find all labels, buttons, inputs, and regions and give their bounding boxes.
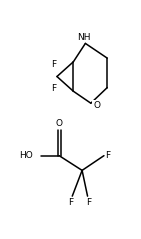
- Text: NH: NH: [78, 33, 91, 42]
- Text: F: F: [51, 84, 56, 93]
- Text: O: O: [56, 119, 63, 128]
- Text: F: F: [105, 151, 110, 160]
- Text: HO: HO: [19, 151, 33, 160]
- Text: O: O: [93, 101, 100, 109]
- Text: F: F: [51, 60, 56, 69]
- Text: F: F: [86, 198, 91, 207]
- Text: F: F: [69, 198, 74, 207]
